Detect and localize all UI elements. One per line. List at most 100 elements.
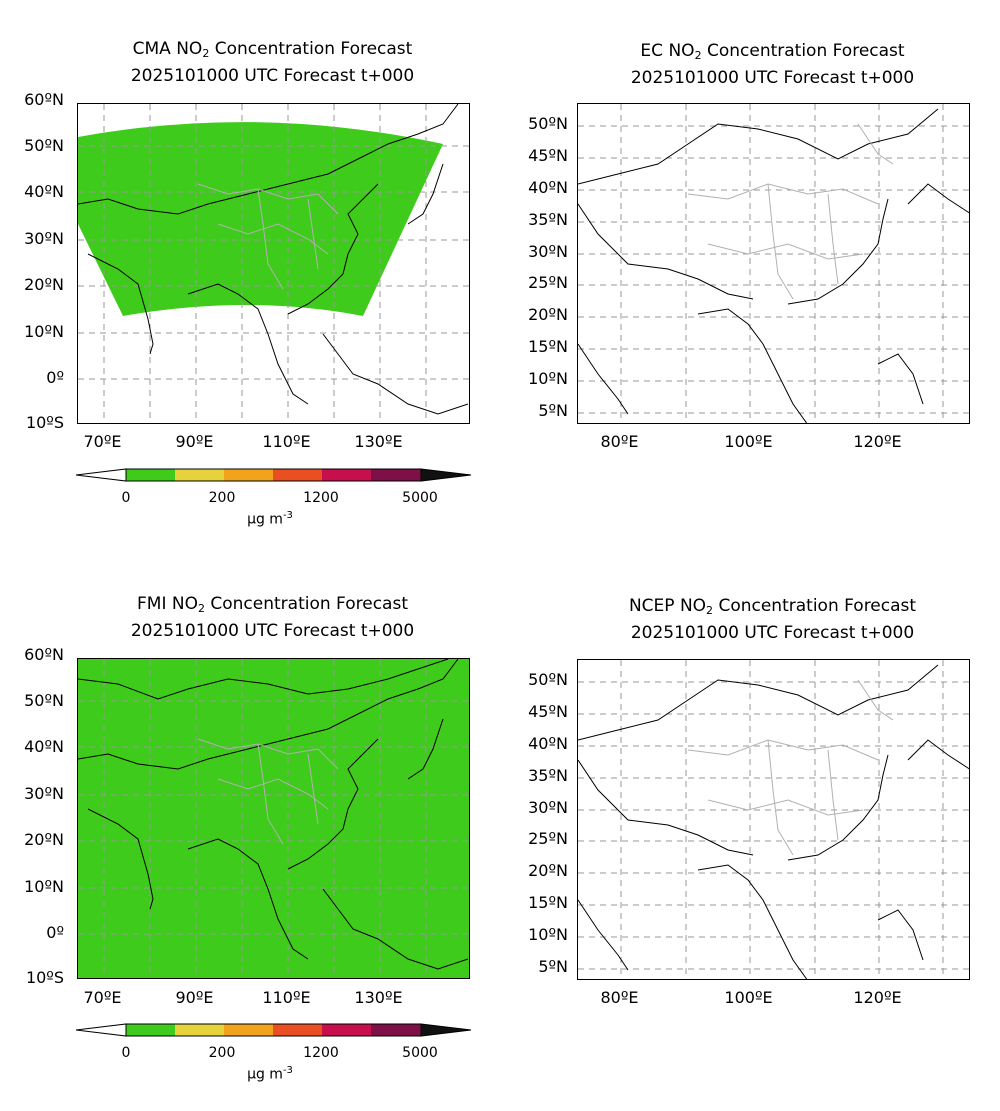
lon-label: 80ºE xyxy=(600,988,639,1007)
map-canvas-cma xyxy=(78,104,469,423)
province-borders xyxy=(687,679,894,856)
colorbar-bin xyxy=(126,1024,175,1036)
map-canvas-ec xyxy=(578,104,969,423)
colorbar-underflow xyxy=(76,1023,127,1037)
colorbar-underflow xyxy=(76,468,127,482)
coastlines xyxy=(78,104,469,415)
map-ncep[interactable] xyxy=(577,659,970,980)
graticule xyxy=(78,659,469,978)
lat-label: 15ºN xyxy=(528,337,568,356)
lat-label: 5ºN xyxy=(538,957,568,976)
colorbar-tick: 5000 xyxy=(402,1045,438,1061)
lat-label: 0º xyxy=(46,368,64,387)
colorbar-bin xyxy=(371,469,421,481)
colorbar-bin xyxy=(322,469,371,481)
lat-label: 20ºN xyxy=(24,275,64,294)
lat-label: 40ºN xyxy=(24,182,64,201)
colorbar-bin xyxy=(175,1024,224,1036)
lon-label: 120ºE xyxy=(853,432,902,451)
lat-label: 30ºN xyxy=(24,229,64,248)
lon-label: 100ºE xyxy=(724,988,773,1007)
lat-label: 40ºN xyxy=(528,734,568,753)
map-fmi[interactable] xyxy=(77,658,470,979)
lat-label: 30ºN xyxy=(528,242,568,261)
province-borders xyxy=(687,123,894,300)
map-ec[interactable] xyxy=(577,103,970,424)
lon-label: 70ºE xyxy=(83,432,122,451)
colorbar-bin xyxy=(175,469,224,481)
colorbar-unit: µg m-3 xyxy=(247,510,293,528)
lat-label: 10ºN xyxy=(528,925,568,944)
panel-title-ncep: NCEP NO2 Concentration Forecast 20251010… xyxy=(628,596,917,643)
map-cma[interactable] xyxy=(77,103,470,424)
colorbar-tick: 200 xyxy=(208,1045,236,1061)
province-borders xyxy=(197,738,339,845)
graticule xyxy=(578,660,969,979)
lon-label: 130ºE xyxy=(354,432,403,451)
lon-label: 110ºE xyxy=(262,988,311,1007)
colorbar-bin xyxy=(273,1024,322,1036)
lat-label: 10ºS xyxy=(25,968,64,987)
colorbar-tick: 1200 xyxy=(303,490,339,506)
lat-label: 10ºN xyxy=(24,877,64,896)
graticule xyxy=(78,104,469,423)
colorbar-bin xyxy=(273,469,322,481)
lon-label: 80ºE xyxy=(600,432,639,451)
lat-label: 40ºN xyxy=(528,178,568,197)
lat-label: 5ºN xyxy=(538,401,568,420)
lat-label: 25ºN xyxy=(528,273,568,292)
colorbar-tick: 5000 xyxy=(402,490,438,506)
colorbar-tick: 200 xyxy=(208,490,236,506)
lon-label: 100ºE xyxy=(724,432,773,451)
lat-label: 60ºN xyxy=(24,645,64,664)
lat-label: 50ºN xyxy=(528,114,568,133)
lat-label: 40ºN xyxy=(24,737,64,756)
lat-label: 30ºN xyxy=(24,784,64,803)
colorbar-bin xyxy=(224,1024,273,1036)
lat-label: 45ºN xyxy=(528,702,568,721)
province-borders xyxy=(197,183,339,290)
lat-label: 10ºN xyxy=(24,322,64,341)
map-canvas-ncep xyxy=(578,660,969,979)
colorbar-bin xyxy=(126,469,175,481)
lat-label: 15ºN xyxy=(528,893,568,912)
lat-label: 0º xyxy=(46,923,64,942)
lat-label: 10ºN xyxy=(528,369,568,388)
forecast-domain-fill xyxy=(78,122,443,317)
lat-label: 25ºN xyxy=(528,829,568,848)
colorbar-bin xyxy=(322,1024,371,1036)
lon-label: 70ºE xyxy=(83,988,122,1007)
graticule xyxy=(578,104,969,423)
colorbar-cma xyxy=(76,468,472,482)
lon-label: 90ºE xyxy=(175,988,214,1007)
lat-label: 45ºN xyxy=(528,146,568,165)
colorbar-unit: µg m-3 xyxy=(247,1065,293,1083)
lat-label: 10ºS xyxy=(25,413,64,432)
panel-title-cma: CMA NO2 Concentration Forecast 202510100… xyxy=(130,39,415,86)
forecast-domain-fill xyxy=(78,659,469,978)
lat-label: 20ºN xyxy=(528,305,568,324)
lat-label: 50ºN xyxy=(24,691,64,710)
lon-label: 110ºE xyxy=(262,432,311,451)
colorbar-fmi xyxy=(76,1023,472,1037)
lat-label: 20ºN xyxy=(528,861,568,880)
colorbar-overflow xyxy=(420,468,472,482)
coastlines xyxy=(78,659,469,970)
lat-label: 50ºN xyxy=(528,670,568,689)
colorbar-overflow xyxy=(420,1023,472,1037)
lat-label: 20ºN xyxy=(24,830,64,849)
colorbar-bin xyxy=(371,1024,421,1036)
colorbar-tick: 1200 xyxy=(303,1045,339,1061)
lon-label: 90ºE xyxy=(175,432,214,451)
panel-title-ec: EC NO2 Concentration Forecast 2025101000… xyxy=(630,41,915,88)
coastlines xyxy=(578,108,969,423)
colorbar-tick: 0 xyxy=(121,490,131,506)
colorbar-bin xyxy=(224,469,273,481)
colorbar-tick: 0 xyxy=(121,1045,131,1061)
lat-label: 35ºN xyxy=(528,210,568,229)
coastlines xyxy=(578,664,969,979)
lat-label: 30ºN xyxy=(528,798,568,817)
lat-label: 60ºN xyxy=(24,90,64,109)
lon-label: 130ºE xyxy=(354,988,403,1007)
lat-label: 50ºN xyxy=(24,136,64,155)
